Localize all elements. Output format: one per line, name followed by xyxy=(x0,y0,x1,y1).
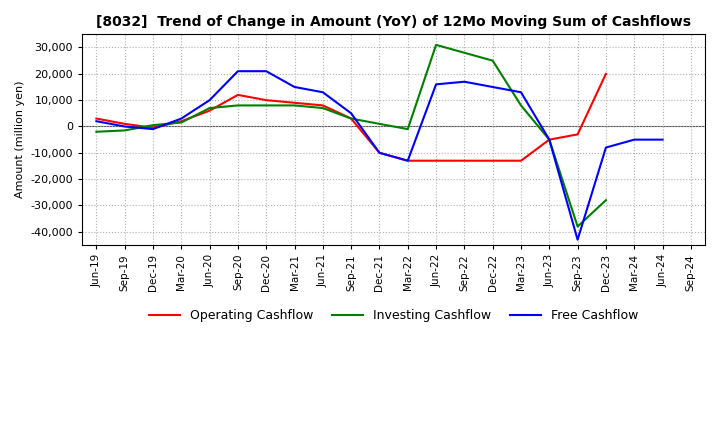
Investing Cashflow xyxy=(148,122,157,128)
Free Cashflow xyxy=(573,237,582,242)
Operating Cashflow xyxy=(488,158,497,163)
Investing Cashflow xyxy=(290,103,299,108)
Investing Cashflow xyxy=(432,42,441,48)
Line: Operating Cashflow: Operating Cashflow xyxy=(96,74,606,161)
Operating Cashflow xyxy=(148,125,157,130)
Free Cashflow xyxy=(630,137,639,142)
Investing Cashflow xyxy=(120,128,129,133)
Free Cashflow xyxy=(488,84,497,90)
Investing Cashflow xyxy=(92,129,101,134)
Operating Cashflow xyxy=(460,158,469,163)
Free Cashflow xyxy=(347,111,356,116)
Investing Cashflow xyxy=(488,58,497,63)
Investing Cashflow xyxy=(347,116,356,121)
Operating Cashflow xyxy=(318,103,327,108)
Operating Cashflow xyxy=(290,100,299,106)
Investing Cashflow xyxy=(545,137,554,142)
Free Cashflow xyxy=(517,90,526,95)
Free Cashflow xyxy=(120,124,129,129)
Operating Cashflow xyxy=(120,121,129,126)
Free Cashflow xyxy=(205,98,214,103)
Free Cashflow xyxy=(290,84,299,90)
Free Cashflow xyxy=(318,90,327,95)
Operating Cashflow xyxy=(602,71,611,77)
Free Cashflow xyxy=(92,118,101,124)
Free Cashflow xyxy=(460,79,469,84)
Investing Cashflow xyxy=(602,198,611,203)
Investing Cashflow xyxy=(177,120,186,125)
Free Cashflow xyxy=(545,137,554,142)
Free Cashflow xyxy=(403,158,412,163)
Operating Cashflow xyxy=(92,116,101,121)
Free Cashflow xyxy=(262,69,271,74)
Line: Free Cashflow: Free Cashflow xyxy=(96,71,662,240)
Operating Cashflow xyxy=(177,118,186,124)
Free Cashflow xyxy=(148,126,157,132)
Operating Cashflow xyxy=(347,116,356,121)
Operating Cashflow xyxy=(262,98,271,103)
Operating Cashflow xyxy=(233,92,242,98)
Free Cashflow xyxy=(177,116,186,121)
Investing Cashflow xyxy=(233,103,242,108)
Free Cashflow xyxy=(602,145,611,150)
Operating Cashflow xyxy=(517,158,526,163)
Operating Cashflow xyxy=(375,150,384,155)
Free Cashflow xyxy=(432,82,441,87)
Y-axis label: Amount (million yen): Amount (million yen) xyxy=(15,81,25,198)
Free Cashflow xyxy=(658,137,667,142)
Investing Cashflow xyxy=(460,50,469,55)
Investing Cashflow xyxy=(517,103,526,108)
Investing Cashflow xyxy=(262,103,271,108)
Free Cashflow xyxy=(233,69,242,74)
Operating Cashflow xyxy=(573,132,582,137)
Investing Cashflow xyxy=(573,224,582,229)
Line: Investing Cashflow: Investing Cashflow xyxy=(96,45,606,227)
Investing Cashflow xyxy=(403,126,412,132)
Title: [8032]  Trend of Change in Amount (YoY) of 12Mo Moving Sum of Cashflows: [8032] Trend of Change in Amount (YoY) o… xyxy=(96,15,691,29)
Operating Cashflow xyxy=(432,158,441,163)
Operating Cashflow xyxy=(403,158,412,163)
Investing Cashflow xyxy=(375,121,384,126)
Investing Cashflow xyxy=(205,106,214,111)
Investing Cashflow xyxy=(318,106,327,111)
Operating Cashflow xyxy=(545,137,554,142)
Operating Cashflow xyxy=(205,108,214,114)
Legend: Operating Cashflow, Investing Cashflow, Free Cashflow: Operating Cashflow, Investing Cashflow, … xyxy=(143,304,644,327)
Free Cashflow xyxy=(375,150,384,155)
